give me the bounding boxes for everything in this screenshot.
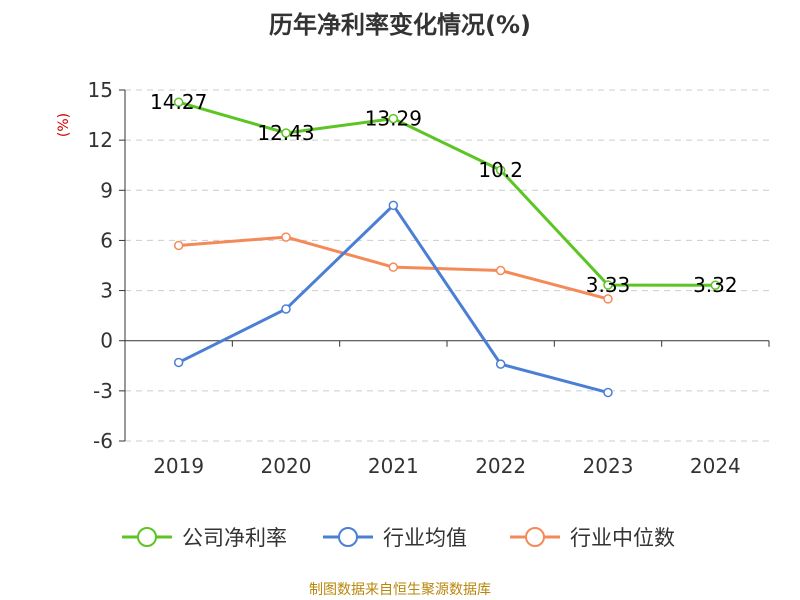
y-tick-label: 6 — [100, 228, 113, 252]
data-label: 3.33 — [586, 273, 631, 297]
y-tick-label: 0 — [100, 329, 113, 353]
legend-label: 行业中位数 — [570, 526, 675, 550]
legend-marker — [338, 527, 358, 547]
legend-marker — [525, 527, 545, 547]
legend: 公司净利率 行业均值 行业中位数 — [122, 526, 675, 550]
data-point — [173, 97, 184, 107]
data-point — [603, 280, 613, 290]
data-point — [173, 357, 184, 368]
x-tick-label: 2019 — [153, 454, 204, 478]
series-line — [177, 203, 609, 394]
series-1 — [173, 200, 613, 398]
y-tick-label: -3 — [93, 379, 113, 403]
legend-marker — [137, 527, 157, 547]
data-point — [603, 387, 613, 398]
data-point — [495, 359, 506, 369]
data-label: 13.29 — [365, 107, 422, 131]
data-point — [388, 113, 399, 124]
data-point — [388, 262, 399, 272]
x-tick-label: 2021 — [368, 454, 419, 478]
x-tick-label: 2020 — [261, 454, 312, 478]
data-point — [173, 240, 184, 251]
legend-label: 公司净利率 — [182, 526, 287, 550]
legend-item: 行业中位数 — [510, 526, 675, 550]
series-line — [178, 100, 716, 287]
series-0 — [173, 97, 721, 290]
data-point — [495, 265, 506, 276]
data-label: 10.2 — [478, 158, 523, 182]
data-label: 12.43 — [257, 121, 314, 145]
x-tick-label: 2024 — [690, 454, 741, 478]
y-tick-label: 12 — [88, 128, 113, 152]
chart-title: 历年净利率变化情况(%) — [269, 11, 531, 39]
data-label: 14.27 — [150, 90, 207, 114]
legend-item: 公司净利率 — [122, 526, 287, 550]
y-axis-label: (%) — [56, 113, 72, 137]
data-point — [710, 280, 721, 290]
data-point — [495, 165, 506, 175]
y-tick-label: 9 — [100, 178, 113, 202]
x-tick-label: 2022 — [475, 454, 526, 478]
data-labels: 14.27 12.43 13.29 10.2 3.33 3.32 — [150, 90, 738, 297]
legend-item: 行业均值 — [323, 526, 467, 550]
x-tick-label: 2023 — [583, 454, 634, 478]
y-tick-label: -6 — [93, 429, 113, 453]
data-point — [281, 304, 291, 314]
grid-lines — [125, 89, 769, 442]
data-point — [603, 294, 613, 304]
axes: 15 12 9 6 3 0 -3 -6 2019 2020 2021 2022 2023 2024 — [88, 78, 770, 478]
data-point — [388, 200, 399, 211]
source-note: 制图数据来自恒生聚源数据库 — [309, 582, 491, 598]
series-2 — [173, 232, 613, 304]
y-tick-label: 15 — [88, 78, 113, 102]
data-point — [281, 128, 291, 138]
data-label: 3.32 — [693, 273, 738, 297]
y-tick-label: 3 — [100, 279, 113, 303]
legend-label: 行业均值 — [383, 526, 467, 550]
data-point — [281, 232, 291, 242]
series-lines — [173, 97, 721, 398]
